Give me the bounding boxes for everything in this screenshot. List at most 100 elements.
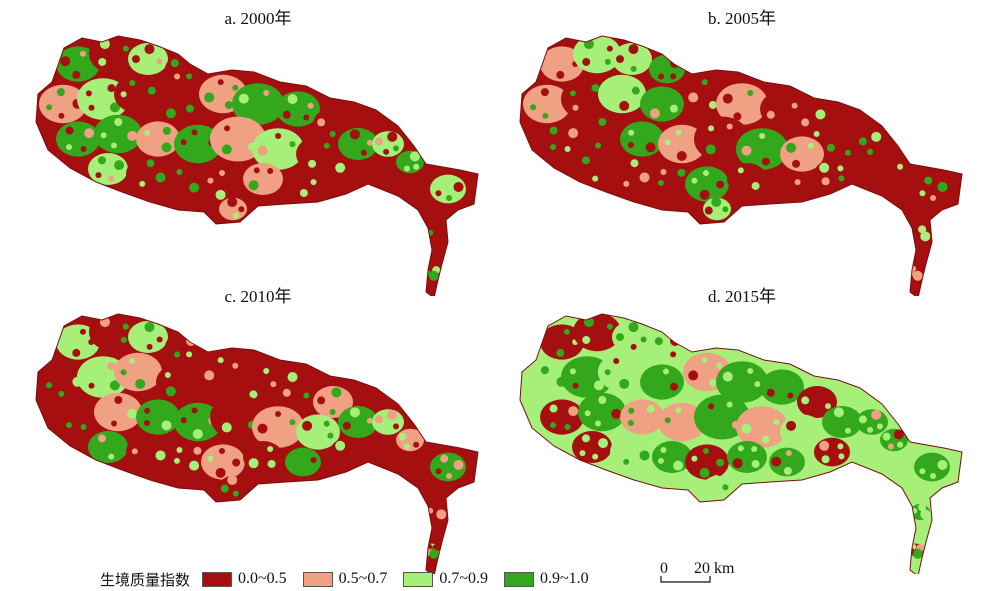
habitat-speckle (287, 371, 298, 382)
habitat-speckle (204, 92, 215, 103)
habitat-speckle (648, 93, 655, 100)
habitat-patch (578, 114, 626, 154)
habitat-speckle (604, 58, 611, 65)
habitat-speckle (787, 392, 794, 399)
habitat-speckle (844, 149, 851, 156)
habitat-patch (56, 121, 100, 157)
habitat-speckle (741, 423, 752, 434)
habitat-speckle (676, 150, 687, 161)
habitat-speckle (120, 336, 127, 343)
habitat-speckle (114, 396, 123, 405)
habitat-speckle (606, 323, 613, 330)
habitat-speckle (708, 125, 715, 132)
habitat-speckle (109, 380, 120, 391)
habitat-speckle (242, 401, 249, 408)
habitat-patch (612, 43, 652, 75)
habitat-speckle (135, 378, 146, 389)
habitat-speckle (837, 165, 844, 172)
habitat-speckle (581, 434, 590, 443)
habitat-speckle (383, 148, 390, 155)
habitat-quality-map (519, 313, 963, 574)
habitat-speckle (329, 130, 336, 137)
habitat-speckle (579, 450, 586, 457)
habitat-speckle (429, 513, 436, 520)
habitat-speckle (582, 57, 591, 66)
habitat-patch (56, 399, 100, 435)
habitat-speckle (193, 168, 202, 177)
habitat-speckle (46, 104, 53, 111)
habitat-speckle (837, 443, 844, 450)
habitat-speckle (267, 445, 274, 452)
habitat-speckle (185, 104, 194, 113)
habitat-speckle (657, 179, 664, 186)
habitat-speckle (114, 438, 125, 449)
habitat-speckle (193, 446, 202, 455)
habitat-speckle (220, 484, 229, 493)
habitat-speckle (270, 103, 277, 110)
habitat-patch (94, 114, 142, 154)
habitat-speckle (876, 423, 883, 430)
habitat-speckle (716, 362, 723, 369)
habitat-speckle (549, 126, 558, 135)
habitat-speckle (722, 484, 729, 491)
habitat-patch (430, 174, 466, 204)
habitat-patch (649, 54, 685, 84)
habitat-speckle (263, 367, 270, 374)
habitat-speckle (919, 468, 926, 475)
habitat-speckle (139, 458, 146, 465)
habitat-patch (658, 124, 706, 164)
habitat-speckle (616, 333, 625, 342)
habitat-speckle (858, 415, 867, 424)
habitat-speckle (287, 178, 298, 189)
habitat-speckle (335, 440, 346, 451)
habitat-speckle (253, 445, 260, 452)
habitat-speckle (263, 89, 270, 96)
habitat-speckle (604, 369, 611, 376)
habitat-speckle (88, 104, 95, 111)
habitat-patch (94, 392, 142, 432)
habitat-speckle (591, 362, 600, 371)
habitat-speckle (108, 175, 115, 182)
habitat-speckle (882, 154, 891, 163)
habitat-speckle (146, 65, 153, 72)
habitat-speckle (387, 131, 398, 142)
habitat-speckle (100, 132, 107, 139)
habitat-speckle (79, 50, 86, 57)
habitat-speckle (897, 441, 904, 448)
habitat-speckle (392, 423, 399, 430)
habitat-speckle (392, 145, 399, 152)
habitat-speckle (189, 182, 200, 193)
habitat-speckle (592, 453, 599, 460)
habitat-speckle (716, 84, 723, 91)
habitat-speckle (615, 448, 622, 455)
habitat-speckle (120, 369, 127, 376)
habitat-speckle (289, 141, 296, 148)
habitat-speckle (221, 422, 232, 433)
habitat-speckle (722, 371, 733, 382)
habitat-speckle (207, 177, 214, 184)
habitat-speckle (144, 44, 155, 55)
habitat-speckle (435, 468, 442, 475)
legend-swatch (503, 571, 534, 587)
habitat-speckle (701, 79, 708, 86)
habitat-speckle (611, 130, 622, 141)
habitat-patch (736, 406, 788, 448)
habitat-speckle (165, 386, 176, 397)
habitat-speckle (582, 335, 591, 344)
habitat-speckle (897, 163, 904, 170)
habitat-speckle (662, 368, 669, 375)
habitat-speckle (691, 177, 698, 184)
habitat-speckle (440, 176, 449, 185)
habitat-speckle (429, 235, 436, 242)
habitat-speckle (826, 421, 835, 430)
habitat-speckle (676, 428, 687, 439)
habitat-speckle (238, 93, 249, 104)
habitat-speckle (811, 154, 818, 161)
habitat-speckle (253, 167, 260, 174)
habitat-speckle (918, 503, 927, 512)
habitat-speckle (147, 364, 156, 373)
habitat-speckle (660, 168, 667, 175)
habitat-speckle (649, 108, 660, 119)
habitat-patch (156, 86, 200, 122)
habitat-speckle (722, 93, 733, 104)
